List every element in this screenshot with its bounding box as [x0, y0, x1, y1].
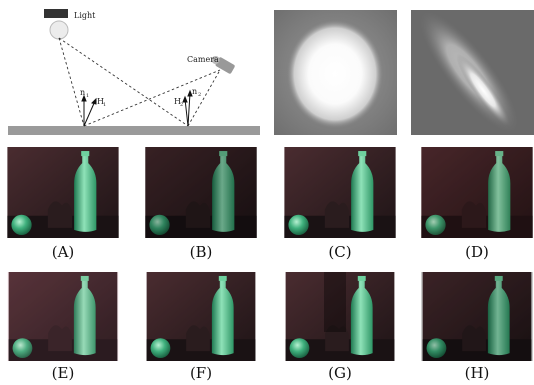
render-f-label: (F) [189, 364, 213, 382]
render-b-label: (B) [189, 243, 213, 261]
svg-text:2: 2 [198, 92, 201, 98]
svg-text:1: 1 [86, 93, 89, 99]
ray-light-p1 [58, 37, 85, 127]
anisotropic-highlight-map [411, 10, 534, 135]
render-d-label: (D) [465, 243, 489, 261]
render-h-label: (H) [464, 364, 490, 382]
render-a-label: (A) [51, 243, 75, 261]
camera-label: Camera [187, 55, 219, 64]
render-e-label: (E) [51, 364, 75, 382]
render-h [421, 272, 533, 361]
normal-vector-2 [187, 92, 191, 127]
render-c [284, 147, 396, 238]
ray-p1-camera [83, 69, 221, 127]
render-a [7, 147, 119, 238]
reflection-geometry-diagram: Light Camera n 1 H 1 [0, 0, 270, 140]
half-2-label: H [174, 97, 181, 106]
svg-text:2: 2 [180, 102, 183, 108]
half-1-label: H [97, 97, 104, 106]
normal-2-label: n [192, 87, 197, 96]
ground-plane [8, 126, 260, 135]
light-label: Light [74, 11, 96, 20]
half-vector-1 [83, 100, 96, 127]
camera-icon [211, 56, 235, 74]
svg-text:1: 1 [103, 102, 106, 108]
isotropic-highlight-map [274, 10, 397, 135]
ray-light-p2 [58, 37, 189, 127]
render-b [145, 147, 257, 238]
ray-p2-camera [187, 69, 221, 127]
half-vector-2 [184, 98, 189, 127]
render-e [7, 272, 119, 361]
light-fixture-icon [44, 9, 68, 18]
render-f [145, 272, 257, 361]
render-g [284, 272, 396, 361]
light-bulb-icon [49, 20, 69, 40]
render-d [421, 147, 533, 238]
normal-1-label: n [80, 88, 85, 97]
render-g-label: (G) [328, 364, 352, 382]
render-c-label: (C) [328, 243, 352, 261]
